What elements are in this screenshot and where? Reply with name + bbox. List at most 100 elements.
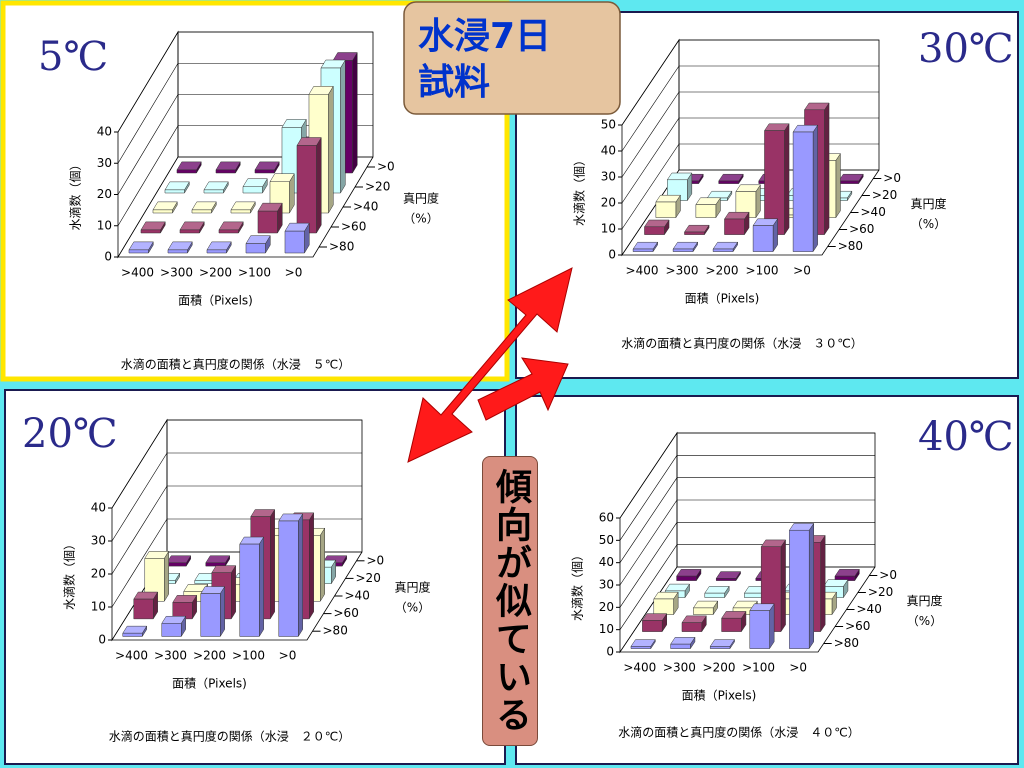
bar-top (144, 551, 170, 559)
bar (632, 241, 659, 253)
chart: 0 10 20 30 40 >400 >300 >200 >100 >0 >0 >20 >40 >60 >8… (38, 30, 439, 372)
y-tick-label: 30 (97, 156, 112, 170)
bar-front (749, 610, 770, 649)
bar (692, 600, 719, 616)
bar-top (664, 583, 691, 592)
bar-side (328, 85, 334, 214)
y-tick-label: 20 (599, 600, 614, 614)
bar-front (693, 607, 714, 615)
y-tick-label: 40 (599, 555, 614, 569)
y-tick-label: 40 (91, 501, 106, 515)
chart-title: 水滴の面積と真円度の関係（水浸 ３０℃） (621, 336, 862, 351)
bar-front (695, 204, 717, 218)
bar-top (630, 639, 656, 647)
depth-axis-label: 真円度 (394, 580, 430, 595)
depth-axis-label: （%） (907, 614, 942, 628)
title: 試料 (418, 62, 490, 103)
bar-top (684, 224, 710, 233)
y-tick-label: 0 (608, 248, 616, 262)
floor (112, 551, 363, 641)
bar-front (838, 180, 859, 184)
bar-front (789, 529, 810, 649)
depth-axis-label: 真円度 (910, 196, 946, 211)
bar (788, 522, 815, 650)
grid-line (619, 499, 875, 586)
x-tick-label: >200 (706, 264, 739, 278)
bar-side (164, 550, 169, 603)
bar (278, 513, 304, 638)
bar-front (242, 186, 263, 194)
grid-line (117, 31, 373, 133)
y-tick-label: 0 (98, 633, 106, 647)
grid-line (111, 452, 362, 542)
bar-front (644, 226, 665, 235)
grid-line (619, 432, 875, 519)
chart-title: 水滴の面積と真円度の関係（水浸 ２０℃） (109, 729, 350, 744)
grid-line (117, 125, 373, 226)
bar-top (721, 611, 747, 619)
bar-front (166, 562, 187, 567)
bar (684, 224, 710, 236)
bar-side (259, 536, 264, 638)
bar-top (211, 565, 237, 573)
bar-top (672, 241, 699, 250)
bar-top (709, 639, 736, 647)
arrow (407, 267, 573, 463)
bar-front (681, 622, 703, 632)
bar-top (166, 555, 192, 564)
bar-top (712, 241, 739, 250)
bar-side (780, 539, 786, 633)
bar (718, 173, 744, 185)
chart: 0 10 20 30 40 50 60 >400 >300 >200 >100 >0 >0 >20 >40 >… (570, 414, 1014, 740)
grid-line (621, 39, 879, 126)
y-tick-label: 0 (104, 250, 112, 264)
bar-front (254, 169, 275, 174)
y-tick-label: 20 (97, 187, 112, 201)
depth-tick-label: >20 (356, 571, 381, 585)
x-axis-label: 面積（Pixels) (682, 688, 757, 703)
x-tick-label: >300 (666, 264, 699, 278)
bar (144, 550, 170, 603)
chart: 0 10 20 30 40 >400 >300 >200 >100 >0 >0 >20 >40 >60 >8… (22, 411, 431, 744)
bar-top (172, 595, 198, 603)
bar-side (220, 585, 225, 638)
grid-line (621, 65, 879, 152)
depth-tick-label: >80 (838, 239, 863, 253)
bar (122, 625, 148, 638)
x-tick-label: >400 (115, 649, 148, 663)
bar-front (122, 632, 143, 637)
bar (715, 570, 742, 582)
x-tick-label: >200 (703, 661, 736, 675)
y-tick-label: 10 (97, 218, 112, 232)
y-axis-label: 水滴数（個） (570, 549, 585, 621)
title-box (403, 1, 621, 115)
corner-label: 20℃ (22, 411, 118, 457)
depth-tick-label: >60 (845, 619, 870, 633)
y-tick-label: 30 (599, 578, 614, 592)
x-tick-label: >0 (279, 649, 297, 663)
grid-line (117, 94, 373, 195)
bar-front (715, 578, 737, 581)
depth-tick-label: >60 (849, 222, 874, 236)
depth-tick-label: >80 (329, 240, 354, 254)
depth-axis-label: （%） (395, 601, 430, 615)
bar-front (167, 249, 188, 254)
bar-top (760, 539, 787, 547)
bar-top (670, 637, 696, 645)
bar-side (824, 102, 830, 236)
bar-front (792, 131, 814, 252)
corner-label: 5℃ (38, 34, 108, 80)
bar-front (176, 169, 197, 174)
bar-front (161, 623, 182, 637)
bar-front (721, 617, 742, 632)
bar-front (655, 201, 677, 218)
bar-side (769, 603, 775, 650)
bar-front (257, 210, 278, 234)
depth-tick-label: >20 (872, 188, 897, 202)
bar-front (218, 229, 239, 234)
bar (254, 160, 280, 174)
bar (172, 594, 198, 620)
bar-top (278, 513, 304, 522)
bar-top (695, 197, 721, 205)
depth-tick-label: >80 (323, 624, 348, 638)
